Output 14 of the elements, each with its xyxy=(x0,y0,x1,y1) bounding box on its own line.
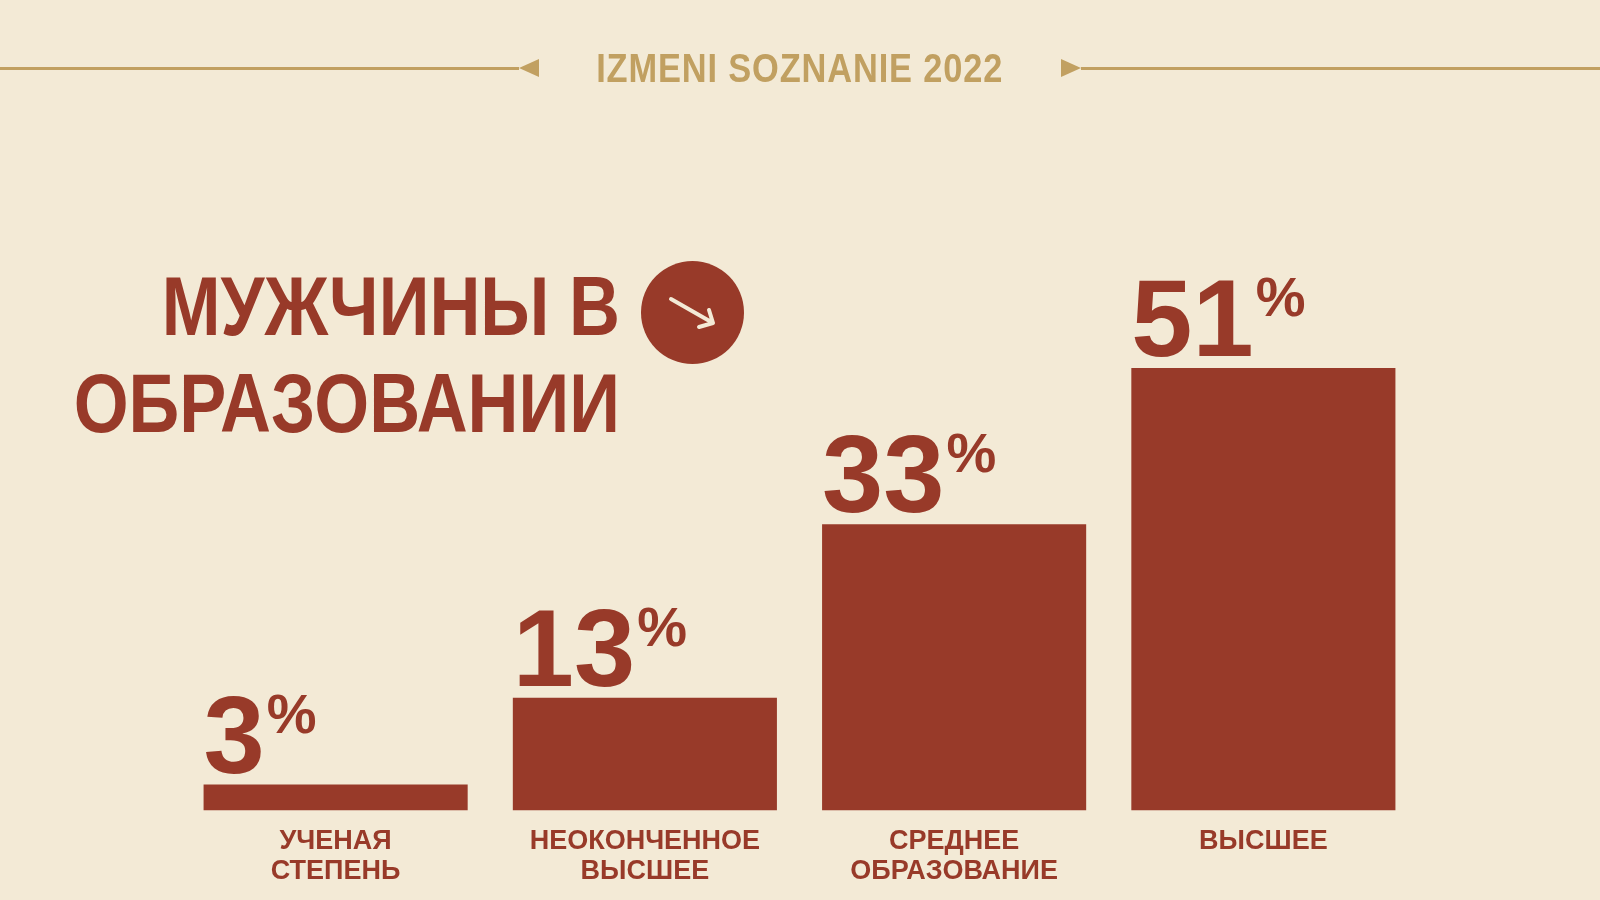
data-label: 51% xyxy=(1131,256,1306,380)
bar xyxy=(822,524,1087,811)
chart-title: МУЖЧИНЫ В ОБРАЗОВАНИИ xyxy=(72,258,620,452)
x-tick-label: ВЫСШЕЕ xyxy=(1199,824,1328,855)
x-tick-label: УЧЕНАЯ СТЕПЕНЬ xyxy=(270,824,401,885)
bar xyxy=(512,697,777,811)
text: IZMENI SOZNANIE 2022 xyxy=(596,45,1004,91)
data-label: 3% xyxy=(203,672,317,796)
bar xyxy=(1131,368,1396,811)
bar xyxy=(203,784,468,811)
x-tick-label: НЕОКОНЧЕННОЕ ВЫСШЕЕ xyxy=(529,824,761,885)
data-label: 33% xyxy=(822,412,997,536)
x-tick-label: СРЕДНЕЕ ОБРАЗОВАНИЕ xyxy=(850,824,1058,885)
data-label: 13% xyxy=(512,585,687,709)
